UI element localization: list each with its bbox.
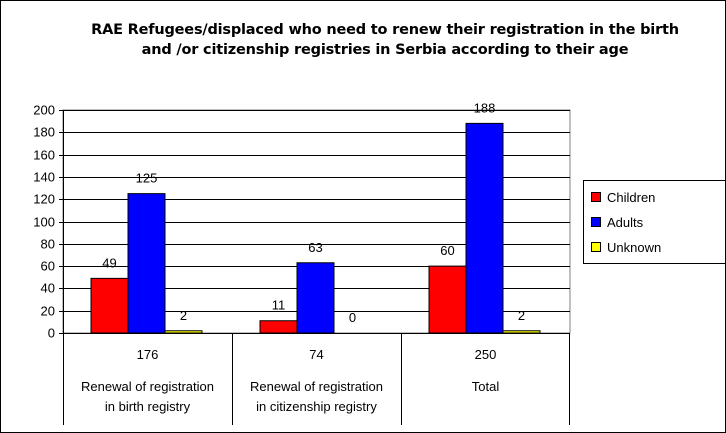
y-tick-label-40: 40 bbox=[41, 281, 55, 296]
y-tick-label-20: 20 bbox=[41, 304, 55, 319]
y-tick-label-140: 140 bbox=[33, 170, 55, 185]
bar-adults-1 bbox=[296, 262, 335, 334]
legend-swatch-adults bbox=[591, 217, 601, 227]
data-label-adults-1: 63 bbox=[308, 240, 322, 255]
legend-item-adults: Adults bbox=[591, 212, 643, 232]
bar-children-2 bbox=[428, 265, 467, 334]
data-label-unknown-0: 2 bbox=[180, 308, 187, 323]
category-label-0-1: in birth registry bbox=[105, 399, 191, 414]
data-label-adults-2: 188 bbox=[474, 100, 496, 115]
y-tick-label-100: 100 bbox=[33, 215, 55, 230]
legend-label-adults: Adults bbox=[607, 214, 644, 230]
bar-adults-0 bbox=[127, 193, 166, 334]
bar-unknown-2 bbox=[502, 330, 541, 334]
y-tick-label-0: 0 bbox=[48, 326, 55, 341]
category-total-2: 250 bbox=[475, 347, 497, 362]
category-total-1: 74 bbox=[309, 347, 323, 362]
y-tick-label-180: 180 bbox=[33, 125, 55, 140]
chart-title: RAE Refugees/displaced who need to renew… bbox=[40, 20, 726, 60]
data-label-children-1: 11 bbox=[272, 298, 286, 313]
legend-label-unknown: Unknown bbox=[607, 239, 662, 255]
category-label-1-0: Renewal of registration bbox=[250, 379, 383, 394]
data-label-adults-0: 125 bbox=[136, 171, 158, 186]
data-label-children-2: 60 bbox=[440, 243, 454, 258]
y-tick-label-160: 160 bbox=[33, 148, 55, 163]
legend-item-children: Children bbox=[591, 187, 655, 207]
data-label-unknown-1: 0 bbox=[349, 310, 356, 325]
legend-swatch-children bbox=[591, 192, 601, 202]
legend-swatch-unknown bbox=[591, 242, 601, 252]
bar-children-1 bbox=[259, 320, 298, 334]
data-label-children-0: 49 bbox=[102, 255, 116, 270]
bar-unknown-0 bbox=[164, 330, 203, 334]
bar-children-0 bbox=[90, 277, 129, 334]
y-tick-label-80: 80 bbox=[41, 237, 55, 252]
category-total-0: 176 bbox=[137, 347, 159, 362]
y-tick-label-60: 60 bbox=[41, 259, 55, 274]
category-label-1-1: in citizenship registry bbox=[256, 399, 377, 414]
bar-adults-2 bbox=[465, 122, 504, 334]
legend-label-children: Children bbox=[607, 189, 656, 205]
y-tick-label-200: 200 bbox=[33, 103, 55, 118]
chart-legend: Children Adults Unknown bbox=[583, 180, 726, 264]
y-tick-label-120: 120 bbox=[33, 192, 55, 207]
category-label-2-0: Total bbox=[472, 379, 500, 394]
chart-title-line-2: and /or citizenship registries in Serbia… bbox=[141, 42, 629, 58]
legend-item-unknown: Unknown bbox=[591, 237, 661, 257]
data-label-unknown-2: 2 bbox=[518, 308, 525, 323]
chart-title-line-1: RAE Refugees/displaced who need to renew… bbox=[91, 22, 679, 38]
category-label-0-0: Renewal of registration bbox=[81, 379, 214, 394]
